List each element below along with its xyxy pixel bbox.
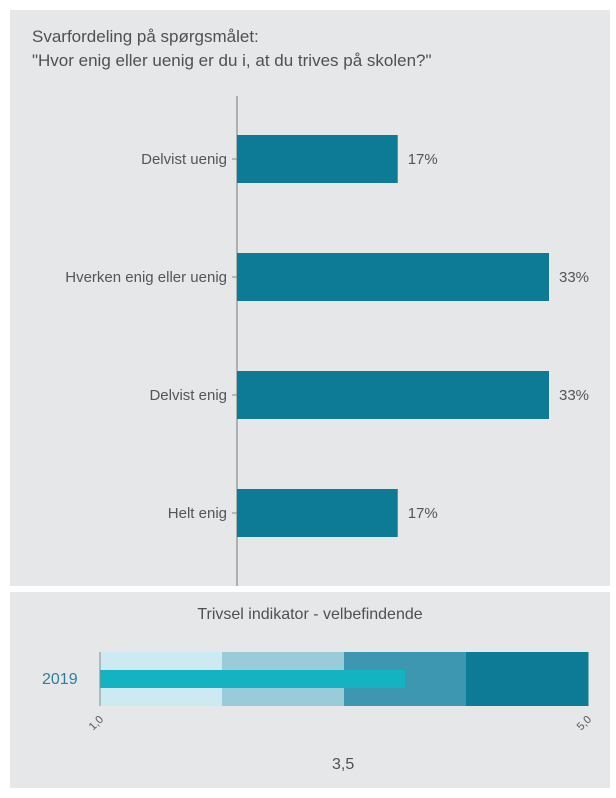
value-label-3: 33% — [559, 387, 589, 404]
bullet-chart: 1,0 5,0 — [87, 652, 594, 733]
category-label-4: Helt enig — [168, 505, 227, 522]
bullet-chart-panel: Trivsel indikator - velbefindende 2019 1… — [10, 592, 610, 788]
bar-chart-panel: Svarfordeling på spørgsmålet: "Hvor enig… — [10, 10, 610, 586]
category-label-2: Hverken enig eller uenig — [65, 269, 227, 286]
bullet-band-4 — [466, 652, 589, 706]
bullet-range-min-label: 1,0 — [87, 714, 106, 733]
bullet-value-label: 3,5 — [332, 756, 355, 773]
bar-3 — [237, 371, 549, 419]
category-label-1: Delvist uenig — [141, 151, 227, 168]
bar-4 — [237, 489, 398, 537]
bullet-chart-title: Trivsel indikator - velbefindende — [197, 606, 423, 623]
bar-chart: Delvist uenig 17% Hverken enig eller uenig… — [65, 96, 589, 586]
bullet-value-bar — [100, 670, 405, 688]
bar-1 — [237, 135, 398, 183]
value-label-4: 17% — [408, 505, 438, 522]
bullet-range-max-label: 5,0 — [575, 714, 594, 733]
value-label-1: 17% — [408, 151, 438, 168]
category-label-3: Delvist enig — [149, 387, 227, 404]
bullet-series-label: 2019 — [42, 671, 78, 688]
bar-2 — [237, 253, 549, 301]
chart-title-line-2: "Hvor enig eller uenig er du i, at du tr… — [32, 51, 432, 70]
chart-title-line-1: Svarfordeling på spørgsmålet: — [32, 27, 259, 46]
value-label-2: 33% — [559, 269, 589, 286]
